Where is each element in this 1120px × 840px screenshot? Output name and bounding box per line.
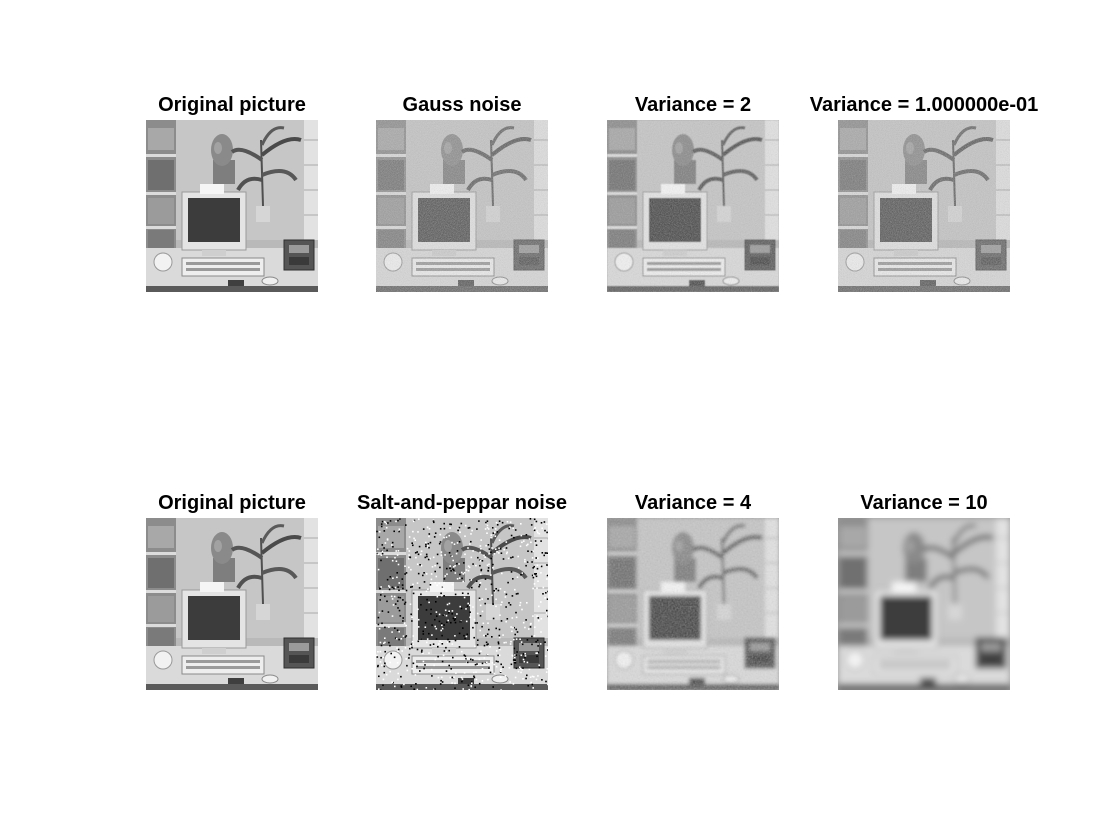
variance-2-image	[607, 120, 779, 292]
panel-title: Salt-and-peppar noise	[356, 492, 568, 514]
panel-title: Variance = 1.000000e-01	[809, 94, 1039, 116]
panel-title: Variance = 4	[634, 492, 752, 514]
office-scene-image	[146, 120, 318, 292]
office-scene-image	[838, 120, 1010, 292]
panel-title: Variance = 2	[634, 94, 752, 116]
office-scene-image	[838, 518, 1010, 690]
panel-title: Variance = 10	[860, 492, 988, 514]
variance-10-image	[838, 518, 1010, 690]
original-picture-image	[146, 518, 318, 690]
variance-4-image	[607, 518, 779, 690]
panel-title: Gauss noise	[402, 94, 522, 116]
office-scene-image	[607, 120, 779, 292]
office-scene-image	[607, 518, 779, 690]
office-scene-image	[376, 518, 548, 690]
office-scene-image	[376, 120, 548, 292]
original-picture-image	[146, 120, 318, 292]
variance-0-1-image	[838, 120, 1010, 292]
panel-title: Original picture	[158, 492, 306, 514]
gauss-noise-image	[376, 120, 548, 292]
panel-title: Original picture	[158, 94, 306, 116]
office-scene-image	[146, 518, 318, 690]
salt-and-pepper-image	[376, 518, 548, 690]
